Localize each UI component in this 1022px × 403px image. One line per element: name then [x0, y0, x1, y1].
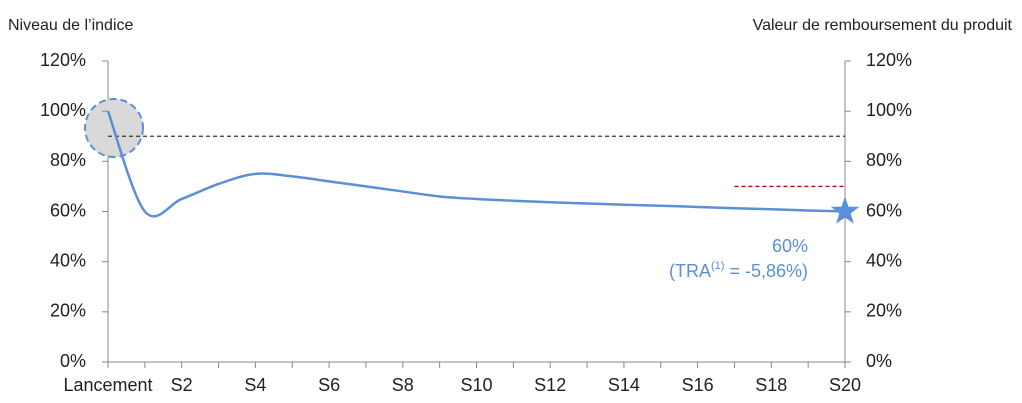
y-tick-label: 20%: [50, 301, 86, 321]
x-tick-label: S2: [171, 375, 193, 395]
y-tick-label: 0%: [60, 351, 86, 371]
y2-tick-label: 0%: [866, 351, 892, 371]
x-tick-label: S18: [755, 375, 787, 395]
annotation-sup: (1): [711, 260, 724, 272]
y2-tick-label: 120%: [866, 50, 912, 70]
y-tick-label: 120%: [40, 50, 86, 70]
annotation-prefix: (TRA: [669, 261, 711, 281]
y-tick-label: 40%: [50, 250, 86, 270]
x-tick-label: S20: [829, 375, 861, 395]
x-tick-label: S8: [392, 375, 414, 395]
annotation-tra: (TRA(1) = -5,86%): [669, 260, 808, 281]
x-tick-label: S6: [318, 375, 340, 395]
y-tick-label: 60%: [50, 200, 86, 220]
y-axis-label: Niveau de l’indice: [8, 17, 134, 34]
x-tick-label: S16: [682, 375, 714, 395]
y2-tick-label: 60%: [866, 200, 902, 220]
x-tick-label: S14: [608, 375, 640, 395]
y2-axis-label: Valeur de remboursement du produit: [753, 17, 1013, 34]
y-tick-label: 100%: [40, 100, 86, 120]
series-line: [106, 110, 846, 218]
y2-tick-label: 40%: [866, 250, 902, 270]
annotation-value: 60%: [772, 236, 808, 256]
x-tick-label: S4: [244, 375, 266, 395]
x-tick-label: S12: [534, 375, 566, 395]
y2-tick-label: 80%: [866, 150, 902, 170]
x-tick-label: Lancement: [63, 375, 152, 395]
y2-tick-label: 100%: [866, 100, 912, 120]
y-tick-label: 80%: [50, 150, 86, 170]
y2-tick-label: 20%: [866, 301, 902, 321]
x-tick-label: S10: [460, 375, 492, 395]
annotation-suffix: = -5,86%): [724, 261, 808, 281]
end-star: [830, 196, 860, 224]
